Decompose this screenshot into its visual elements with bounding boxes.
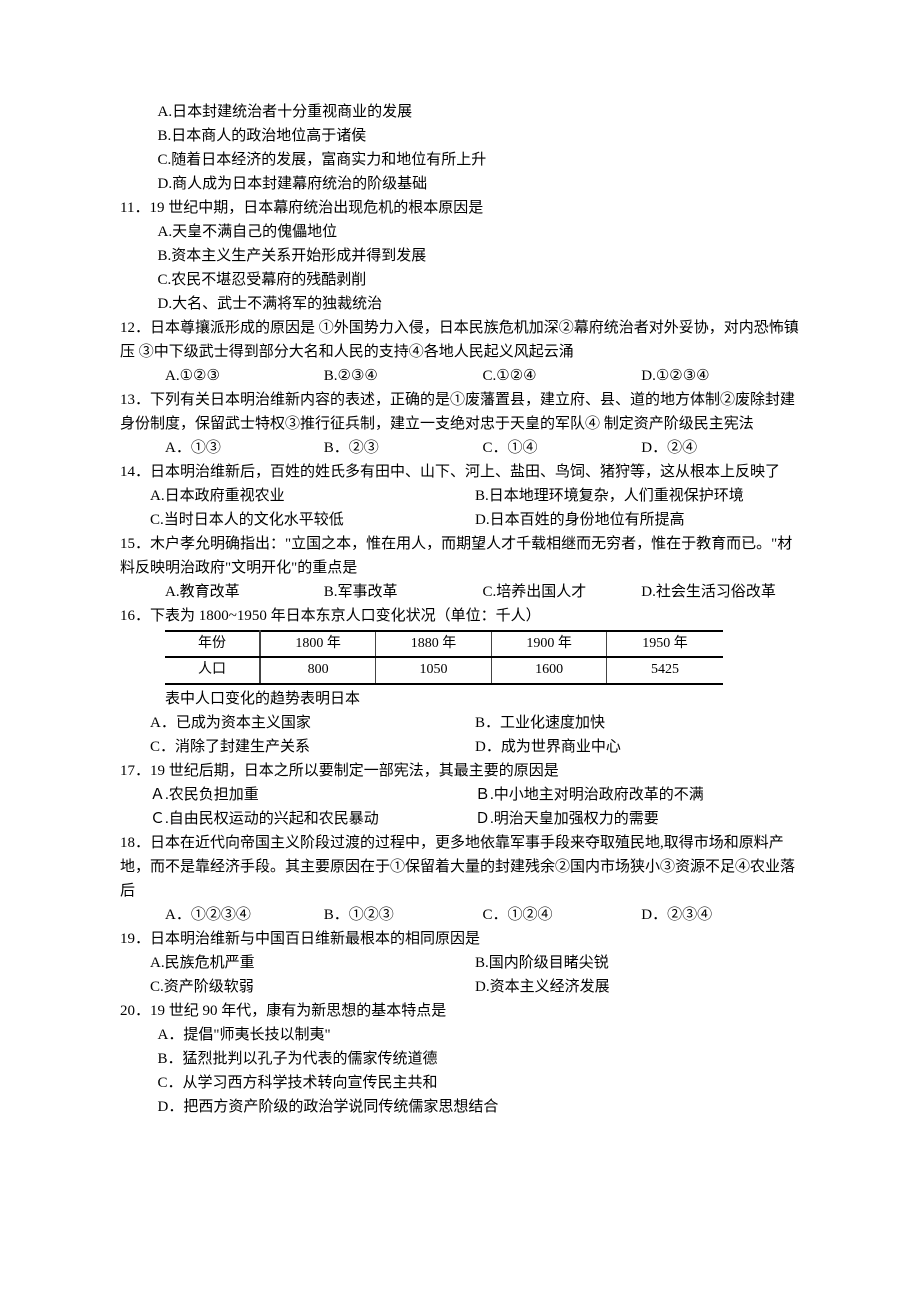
q17-opt-b: Ｂ.中小地主对明治政府改革的不满	[475, 783, 800, 807]
q19-opt-b: B.国内阶级目睹尖锐	[475, 951, 800, 975]
td-1880: 1050	[376, 657, 492, 683]
q18-options: A．①②③④ B．①②③ C．①②④ D．②③④	[120, 903, 800, 927]
th-year: 年份	[165, 631, 260, 657]
q11-opt-a: A.天皇不满自己的傀儡地位	[120, 220, 800, 244]
q11-opt-c: C.农民不堪忍受幕府的残酷剥削	[120, 268, 800, 292]
th-1880: 1880 年	[376, 631, 492, 657]
q16-opt-b: B．工业化速度加快	[475, 711, 800, 735]
q19-opt-c: C.资产阶级软弱	[150, 975, 475, 999]
td-1800: 800	[260, 657, 376, 683]
td-1900: 1600	[491, 657, 607, 683]
q15-opt-d: D.社会生活习俗改革	[641, 580, 800, 604]
q17-opt-c: Ｃ.自由民权运动的兴起和农民暴动	[150, 807, 475, 831]
q13-opt-a: A．①③	[165, 436, 324, 460]
q18-opt-d: D．②③④	[641, 903, 800, 927]
q14-opt-d: D.日本百姓的身份地位有所提高	[475, 508, 800, 532]
q19-stem: 19．日本明治维新与中国百日维新最根本的相同原因是	[120, 927, 800, 951]
q11-stem: 11．19 世纪中期，日本幕府统治出现危机的根本原因是	[120, 196, 800, 220]
q14-row2: C.当时日本人的文化水平较低 D.日本百姓的身份地位有所提高	[120, 508, 800, 532]
q18-opt-c: C．①②④	[483, 903, 642, 927]
q19-opt-a: A.民族危机严重	[150, 951, 475, 975]
q19-row2: C.资产阶级软弱 D.资本主义经济发展	[120, 975, 800, 999]
q15-opt-a: A.教育改革	[165, 580, 324, 604]
q10-opt-d: D.商人成为日本封建幕府统治的阶级基础	[120, 172, 800, 196]
q14-opt-b: B.日本地理环境复杂，人们重视保护环境	[475, 484, 800, 508]
q17-opt-a: Ａ.农民负担加重	[150, 783, 475, 807]
td-1950: 5425	[607, 657, 723, 683]
q20-stem: 20．19 世纪 90 年代，康有为新思想的基本特点是	[120, 999, 800, 1023]
q12-options: A.①②③ B.②③④ C.①②④ D.①②③④	[120, 364, 800, 388]
q11-opt-b: B.资本主义生产关系开始形成并得到发展	[120, 244, 800, 268]
q18-opt-a: A．①②③④	[165, 903, 324, 927]
q14-stem: 14．日本明治维新后，百姓的姓氏多有田中、山下、河上、盐田、鸟饲、猪狩等，这从根…	[120, 460, 800, 484]
q13-options: A．①③ B．②③ C．①④ D．②④	[120, 436, 800, 460]
q16-note: 表中人口变化的趋势表明日本	[120, 687, 800, 711]
q14-opt-c: C.当时日本人的文化水平较低	[150, 508, 475, 532]
th-1900: 1900 年	[491, 631, 607, 657]
q16-opt-a: A．已成为资本主义国家	[150, 711, 475, 735]
q16-opt-d: D．成为世界商业中心	[475, 735, 800, 759]
th-1950: 1950 年	[607, 631, 723, 657]
q13-opt-d: D．②④	[641, 436, 800, 460]
q13-stem: 13．下列有关日本明治维新内容的表述，正确的是①废藩置县，建立府、县、道的地方体…	[120, 388, 800, 436]
q12-stem: 12．日本尊攘派形成的原因是 ①外国势力入侵，日本民族危机加深②幕府统治者对外妥…	[120, 316, 800, 364]
q14-opt-a: A.日本政府重视农业	[150, 484, 475, 508]
q16-row1: A．已成为资本主义国家 B．工业化速度加快	[120, 711, 800, 735]
q13-opt-b: B．②③	[324, 436, 483, 460]
q20-opt-b: B．猛烈批判以孔子为代表的儒家传统道德	[120, 1047, 800, 1071]
q20-opt-d: D．把西方资产阶级的政治学说同传统儒家思想结合	[120, 1095, 800, 1119]
q15-options: A.教育改革 B.军事改革 C.培养出国人才 D.社会生活习俗改革	[120, 580, 800, 604]
td-pop: 人口	[165, 657, 260, 683]
q15-stem: 15．木户孝允明确指出："立国之本，惟在用人，而期望人才千载相继而无穷者，惟在于…	[120, 532, 800, 580]
table-header-row: 年份 1800 年 1880 年 1900 年 1950 年	[165, 631, 723, 657]
q13-opt-c: C．①④	[483, 436, 642, 460]
q18-stem: 18．日本在近代向帝国主义阶段过渡的过程中，更多地依靠军事手段来夺取殖民地,取得…	[120, 831, 800, 903]
th-1800: 1800 年	[260, 631, 376, 657]
q10-opt-c: C.随着日本经济的发展，富商实力和地位有所上升	[120, 148, 800, 172]
q17-row1: Ａ.农民负担加重 Ｂ.中小地主对明治政府改革的不满	[120, 783, 800, 807]
q12-opt-c: C.①②④	[483, 364, 642, 388]
q18-opt-b: B．①②③	[324, 903, 483, 927]
q20-opt-a: A．提倡"师夷长技以制夷"	[120, 1023, 800, 1047]
q17-opt-d: Ｄ.明治天皇加强权力的需要	[475, 807, 800, 831]
q17-row2: Ｃ.自由民权运动的兴起和农民暴动 Ｄ.明治天皇加强权力的需要	[120, 807, 800, 831]
q16-opt-c: C．消除了封建生产关系	[150, 735, 475, 759]
table-data-row: 人口 800 1050 1600 5425	[165, 657, 723, 683]
q15-opt-c: C.培养出国人才	[483, 580, 642, 604]
q12-opt-a: A.①②③	[165, 364, 324, 388]
q10-opt-a: A.日本封建统治者十分重视商业的发展	[120, 100, 800, 124]
q16-table: 年份 1800 年 1880 年 1900 年 1950 年 人口 800 10…	[165, 630, 723, 685]
q15-opt-b: B.军事改革	[324, 580, 483, 604]
q12-opt-b: B.②③④	[324, 364, 483, 388]
q12-opt-d: D.①②③④	[641, 364, 800, 388]
q19-row1: A.民族危机严重 B.国内阶级目睹尖锐	[120, 951, 800, 975]
q10-opt-b: B.日本商人的政治地位高于诸侯	[120, 124, 800, 148]
q17-stem: 17．19 世纪后期，日本之所以要制定一部宪法，其最主要的原因是	[120, 759, 800, 783]
q11-opt-d: D.大名、武士不满将军的独裁统治	[120, 292, 800, 316]
q16-row2: C．消除了封建生产关系 D．成为世界商业中心	[120, 735, 800, 759]
q16-stem: 16．下表为 1800~1950 年日本东京人口变化状况（单位：千人）	[120, 604, 800, 628]
q20-opt-c: C．从学习西方科学技术转向宣传民主共和	[120, 1071, 800, 1095]
q19-opt-d: D.资本主义经济发展	[475, 975, 800, 999]
q14-row1: A.日本政府重视农业 B.日本地理环境复杂，人们重视保护环境	[120, 484, 800, 508]
